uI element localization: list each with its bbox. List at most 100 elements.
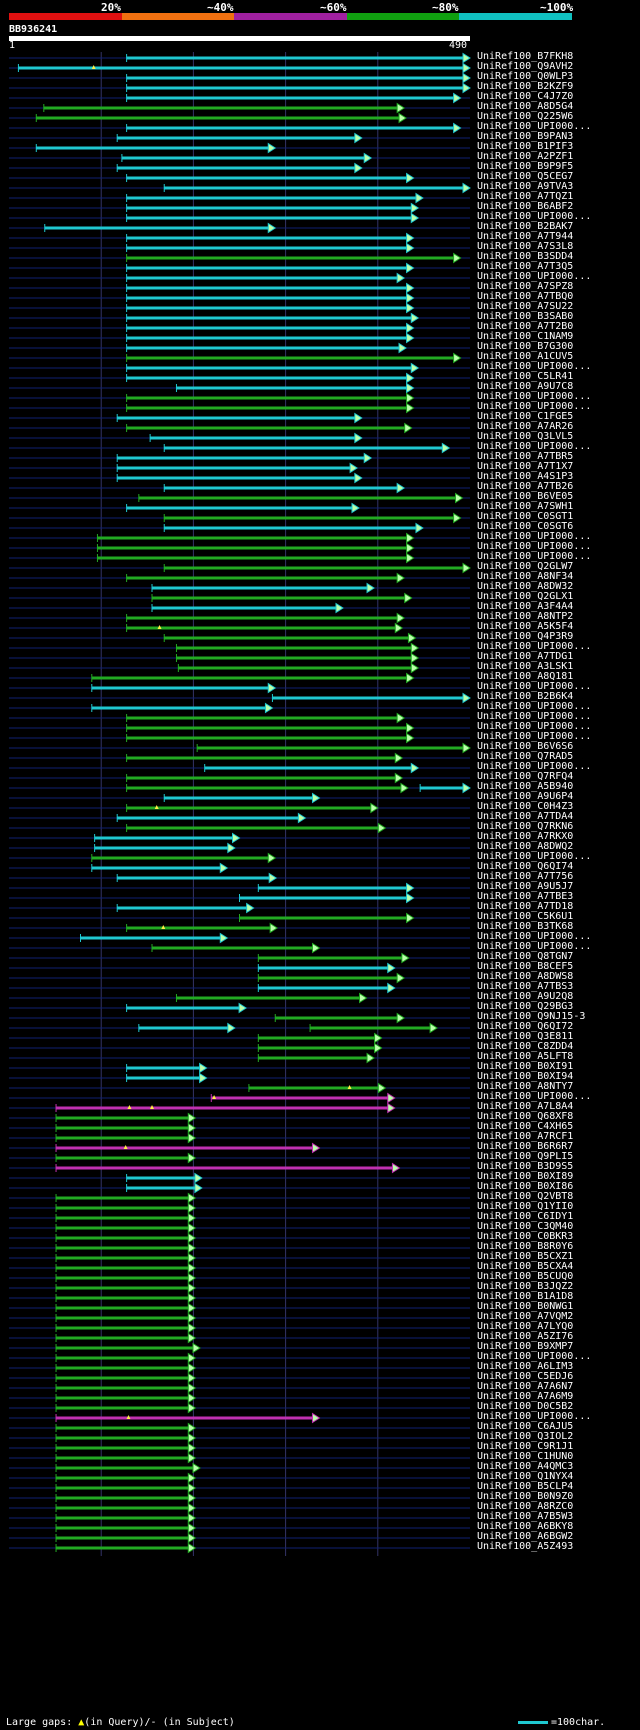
hit-label[interactable]: UniRef100_B6ABF2 bbox=[477, 201, 574, 212]
hit-label[interactable]: UniRef100_B7FKH8 bbox=[477, 51, 574, 62]
hit-label[interactable]: UniRef100_A7TBQ0 bbox=[477, 291, 574, 302]
hit-label[interactable]: UniRef100_UPI000... bbox=[477, 761, 592, 772]
hit-label[interactable]: UniRef100_B6V6S6 bbox=[477, 741, 574, 752]
hit-label[interactable]: UniRef100_C5LR41 bbox=[477, 371, 574, 382]
hit-label[interactable]: UniRef100_C4XH65 bbox=[477, 1121, 574, 1132]
hit-label[interactable]: UniRef100_Q29BG3 bbox=[477, 1001, 574, 1012]
hit-label[interactable]: UniRef100_A5B940 bbox=[477, 781, 574, 792]
hit-label[interactable]: UniRef100_A7TQZ1 bbox=[477, 191, 574, 202]
hit-label[interactable]: UniRef100_B0XI86 bbox=[477, 1181, 574, 1192]
hit-label[interactable]: UniRef100_Q8TGN7 bbox=[477, 951, 574, 962]
hit-label[interactable]: UniRef100_A4QMC3 bbox=[477, 1461, 574, 1472]
hit-label[interactable]: UniRef100_C5K6U1 bbox=[477, 911, 574, 922]
hit-label[interactable]: UniRef100_UPI000... bbox=[477, 721, 592, 732]
hit-label[interactable]: UniRef100_Q9NJ15-3 bbox=[477, 1011, 586, 1022]
hit-label[interactable]: UniRef100_B1A1D8 bbox=[477, 1291, 574, 1302]
hit-label[interactable]: UniRef100_Q4P3R9 bbox=[477, 631, 574, 642]
hit-label[interactable]: UniRef100_UPI000... bbox=[477, 1351, 592, 1362]
hit-label[interactable]: UniRef100_C1HUN0 bbox=[477, 1451, 574, 1462]
hit-label[interactable]: UniRef100_A7T2B0 bbox=[477, 321, 574, 332]
hit-label[interactable]: UniRef100_A3F4A4 bbox=[477, 601, 574, 612]
hit-label[interactable]: UniRef100_B9PAN3 bbox=[477, 131, 574, 142]
hit-label[interactable]: UniRef100_B3SDD4 bbox=[477, 251, 574, 262]
hit-label[interactable]: UniRef100_C0SGT6 bbox=[477, 521, 574, 532]
hit-label[interactable]: UniRef100_A8DW32 bbox=[477, 581, 574, 592]
hit-label[interactable]: UniRef100_A8RZC0 bbox=[477, 1501, 574, 1512]
hit-label[interactable]: UniRef100_B7G300 bbox=[477, 341, 574, 352]
hit-label[interactable]: UniRef100_B5CXA4 bbox=[477, 1261, 574, 1272]
hit-label[interactable]: UniRef100_A7T3Q5 bbox=[477, 261, 574, 272]
hit-label[interactable]: UniRef100_C0H4Z3 bbox=[477, 801, 574, 812]
hit-label[interactable]: UniRef100_B3D9S5 bbox=[477, 1161, 574, 1172]
hit-label[interactable]: UniRef100_A7A6N7 bbox=[477, 1381, 574, 1392]
hit-label[interactable]: UniRef100_C0SGT1 bbox=[477, 511, 574, 522]
hit-label[interactable]: UniRef100_A8DWQ2 bbox=[477, 841, 574, 852]
hit-label[interactable]: UniRef100_UPI000... bbox=[477, 531, 592, 542]
hit-label[interactable]: UniRef100_B8CEF5 bbox=[477, 961, 574, 972]
hit-label[interactable]: UniRef100_C6IDY1 bbox=[477, 1211, 574, 1222]
hit-label[interactable]: UniRef100_B5CXZ1 bbox=[477, 1251, 574, 1262]
hit-label[interactable]: UniRef100_A7VQM2 bbox=[477, 1311, 574, 1322]
hit-label[interactable]: UniRef100_A7SU22 bbox=[477, 301, 574, 312]
hit-label[interactable]: UniRef100_UPI000... bbox=[477, 681, 592, 692]
hit-label[interactable]: UniRef100_A7AR26 bbox=[477, 421, 574, 432]
hit-label[interactable]: UniRef100_UPI000... bbox=[477, 391, 592, 402]
hit-label[interactable]: UniRef100_A9U2Q8 bbox=[477, 991, 574, 1002]
hit-label[interactable]: UniRef100_UPI000... bbox=[477, 401, 592, 412]
hit-label[interactable]: UniRef100_A5K5F4 bbox=[477, 621, 574, 632]
hit-label[interactable]: UniRef100_Q9PLI5 bbox=[477, 1151, 574, 1162]
hit-label[interactable]: UniRef100_B5CUQ0 bbox=[477, 1271, 574, 1282]
hit-label[interactable]: UniRef100_UPI000... bbox=[477, 711, 592, 722]
hit-label[interactable]: UniRef100_A7L8A4 bbox=[477, 1101, 574, 1112]
hit-label[interactable]: UniRef100_UPI000... bbox=[477, 701, 592, 712]
hit-label[interactable]: UniRef100_A9U7C8 bbox=[477, 381, 574, 392]
hit-label[interactable]: UniRef100_A7SWH1 bbox=[477, 501, 574, 512]
hit-label[interactable]: UniRef100_A7TBE3 bbox=[477, 891, 574, 902]
hit-label[interactable]: UniRef100_UPI000... bbox=[477, 441, 592, 452]
hit-label[interactable]: UniRef100_A7TB26 bbox=[477, 481, 574, 492]
hit-label[interactable]: UniRef100_A8NTY7 bbox=[477, 1081, 574, 1092]
hit-label[interactable]: UniRef100_A8DWS8 bbox=[477, 971, 574, 982]
hit-label[interactable]: UniRef100_A6LIM3 bbox=[477, 1361, 574, 1372]
hit-label[interactable]: UniRef100_A7TDG1 bbox=[477, 651, 574, 662]
hit-label[interactable]: UniRef100_Q7RAD5 bbox=[477, 751, 574, 762]
hit-label[interactable]: UniRef100_Q2GLX1 bbox=[477, 591, 574, 602]
hit-label[interactable]: UniRef100_B0NWG1 bbox=[477, 1301, 574, 1312]
hit-label[interactable]: UniRef100_Q3LVL5 bbox=[477, 431, 574, 442]
hit-label[interactable]: UniRef100_C6AJU5 bbox=[477, 1421, 574, 1432]
hit-label[interactable]: UniRef100_Q2GLW7 bbox=[477, 561, 574, 572]
hit-label[interactable]: UniRef100_UPI000... bbox=[477, 641, 592, 652]
hit-label[interactable]: UniRef100_A7S3L8 bbox=[477, 241, 574, 252]
hit-label[interactable]: UniRef100_UPI000... bbox=[477, 931, 592, 942]
hit-label[interactable]: UniRef100_A8Q181 bbox=[477, 671, 574, 682]
hit-label[interactable]: UniRef100_C8ZDD4 bbox=[477, 1041, 574, 1052]
hit-label[interactable]: UniRef100_UPI000... bbox=[477, 1411, 592, 1422]
hit-label[interactable]: UniRef100_A9U5J7 bbox=[477, 881, 574, 892]
hit-label[interactable]: UniRef100_Q6QI72 bbox=[477, 1021, 574, 1032]
hit-label[interactable]: UniRef100_B3JQZ2 bbox=[477, 1281, 574, 1292]
hit-label[interactable]: UniRef100_A8NTP2 bbox=[477, 611, 574, 622]
hit-label[interactable]: UniRef100_UPI000... bbox=[477, 731, 592, 742]
hit-label[interactable]: UniRef100_Q1NYX4 bbox=[477, 1471, 574, 1482]
hit-label[interactable]: UniRef100_A1CUV5 bbox=[477, 351, 574, 362]
hit-label[interactable]: UniRef100_B6R6R7 bbox=[477, 1141, 574, 1152]
hit-label[interactable]: UniRef100_A7TDA4 bbox=[477, 811, 574, 822]
hit-label[interactable]: UniRef100_C4J7Z0 bbox=[477, 91, 574, 102]
hit-label[interactable]: UniRef100_A7TD18 bbox=[477, 901, 574, 912]
hit-label[interactable]: UniRef100_A7A6M9 bbox=[477, 1391, 574, 1402]
hit-label[interactable]: UniRef100_UPI000... bbox=[477, 271, 592, 282]
hit-label[interactable]: UniRef100_B9XMP7 bbox=[477, 1341, 574, 1352]
hit-label[interactable]: UniRef100_Q0WLP3 bbox=[477, 71, 574, 82]
hit-label[interactable]: UniRef100_A7T944 bbox=[477, 231, 574, 242]
hit-label[interactable]: UniRef100_UPI000... bbox=[477, 211, 592, 222]
hit-label[interactable]: UniRef100_A7T1X7 bbox=[477, 461, 574, 472]
hit-label[interactable]: UniRef100_A6BKY8 bbox=[477, 1521, 574, 1532]
hit-label[interactable]: UniRef100_Q3IOL2 bbox=[477, 1431, 574, 1442]
hit-label[interactable]: UniRef100_B8R0Y6 bbox=[477, 1241, 574, 1252]
hit-label[interactable]: UniRef100_A6BGW2 bbox=[477, 1531, 574, 1542]
hit-label[interactable]: UniRef100_B5CLP4 bbox=[477, 1481, 574, 1492]
hit-label[interactable]: UniRef100_B2BAK7 bbox=[477, 221, 574, 232]
hit-label[interactable]: UniRef100_Q68XF8 bbox=[477, 1111, 574, 1122]
hit-label[interactable]: UniRef100_C1NAM9 bbox=[477, 331, 574, 342]
hit-label[interactable]: UniRef100_C5EDJ6 bbox=[477, 1371, 574, 1382]
